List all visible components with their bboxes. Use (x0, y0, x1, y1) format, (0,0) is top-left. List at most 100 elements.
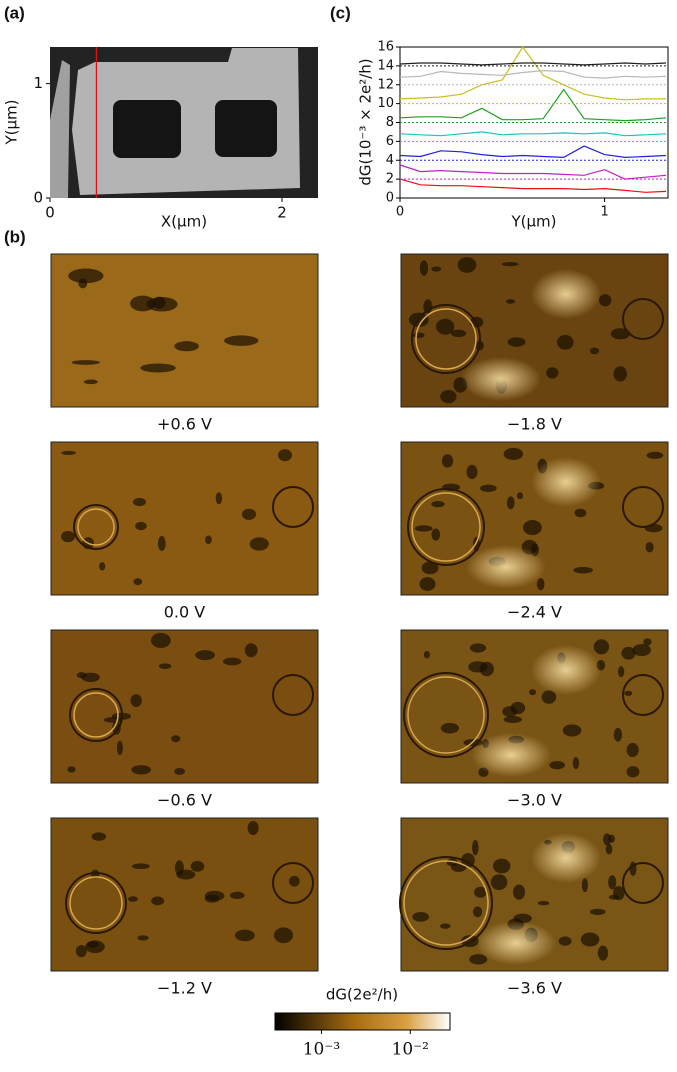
map-texture (133, 497, 146, 507)
map-texture (613, 366, 627, 382)
map-texture (541, 690, 557, 704)
map-texture (247, 820, 259, 836)
y-tick-label: 2 (386, 172, 394, 187)
map-texture (135, 521, 147, 531)
map-texture (137, 935, 149, 941)
map-texture (431, 528, 441, 541)
map-label: 0.0 V (164, 603, 206, 622)
map-texture (556, 334, 574, 350)
map-ring (272, 862, 314, 904)
map-texture (572, 756, 580, 770)
map-texture (419, 577, 436, 591)
map-ring (411, 304, 481, 374)
map-background (50, 441, 319, 596)
map-texture (157, 535, 166, 552)
map-texture (91, 832, 107, 841)
map-ring (622, 862, 664, 904)
map-texture (522, 520, 542, 536)
map-glow (531, 457, 601, 507)
map-texture (549, 760, 565, 770)
map-texture (626, 766, 640, 778)
y-tick-label: 8 (386, 115, 394, 130)
map-texture (150, 632, 171, 649)
colorbar-tick-label: 10⁻² (392, 1040, 429, 1060)
map-texture (472, 839, 479, 856)
map-ring (77, 508, 115, 546)
map-texture (605, 843, 613, 855)
map-glow (531, 269, 601, 319)
series-line (399, 131, 667, 137)
map-texture (507, 337, 526, 347)
map-texture (613, 727, 623, 742)
map-texture (421, 561, 439, 575)
map-texture (61, 530, 75, 543)
map-texture (608, 875, 617, 890)
map-texture (151, 896, 165, 906)
conductance-map (50, 817, 319, 972)
map-texture (516, 492, 524, 500)
map-texture (501, 262, 519, 267)
map-texture (581, 878, 588, 893)
map-glow (531, 833, 601, 883)
map-ring (622, 674, 664, 716)
map-texture (131, 863, 150, 870)
map-texture (472, 906, 483, 918)
map-texture (229, 891, 245, 900)
map-texture (632, 643, 651, 657)
map-texture (128, 896, 138, 902)
series-line (399, 145, 667, 159)
map-ring (65, 872, 127, 934)
map-ring (272, 674, 314, 716)
map-texture (431, 266, 442, 272)
x-axis-label: X(µm) (161, 213, 207, 231)
map-texture (439, 923, 451, 929)
x-tick-label: 0 (45, 204, 55, 222)
map-texture (419, 260, 429, 276)
colorbar-label: dG(2e²/h) (326, 986, 398, 1004)
map-ring (415, 308, 477, 370)
map-texture (440, 390, 457, 404)
map-texture (626, 742, 639, 758)
map-texture (249, 537, 269, 551)
map-texture (112, 720, 121, 735)
map-label: −0.6 V (157, 791, 212, 810)
map-ring (411, 492, 481, 562)
y-tick-label: 10 (377, 96, 394, 111)
map-texture (130, 295, 156, 312)
map-ring (407, 676, 485, 754)
map-texture (558, 936, 572, 946)
map-glow (461, 357, 541, 401)
y-tick-label: 6 (386, 134, 394, 149)
map-texture (610, 328, 631, 340)
map-label: −3.6 V (507, 979, 562, 998)
y-tick-label: 14 (377, 58, 394, 73)
map-texture (624, 690, 633, 696)
colorbar-tick-label: 10⁻³ (303, 1040, 340, 1060)
map-texture (277, 449, 293, 462)
map-texture (435, 318, 455, 335)
map-texture (644, 524, 663, 533)
map-texture (479, 484, 497, 492)
map-texture (562, 724, 582, 737)
map-texture (224, 335, 259, 346)
map-texture (589, 908, 606, 915)
map-texture (536, 578, 545, 591)
map-texture (61, 450, 76, 455)
map-texture (468, 661, 488, 673)
series-line (399, 45, 666, 101)
map-texture (513, 884, 525, 900)
map-ring (403, 672, 489, 758)
panel-label: (c) (330, 3, 351, 22)
y-tick-label: 4 (386, 153, 394, 168)
conductance-map (50, 629, 319, 784)
map-texture (99, 562, 106, 571)
map-texture (597, 945, 609, 961)
map-texture (506, 496, 515, 510)
map-glow (466, 545, 546, 589)
map-ring (407, 488, 485, 566)
series-line (399, 164, 667, 180)
y-tick-label: 16 (377, 40, 394, 55)
map-label: −3.0 V (507, 791, 562, 810)
conductance-map (50, 253, 319, 408)
map-texture (537, 900, 550, 906)
